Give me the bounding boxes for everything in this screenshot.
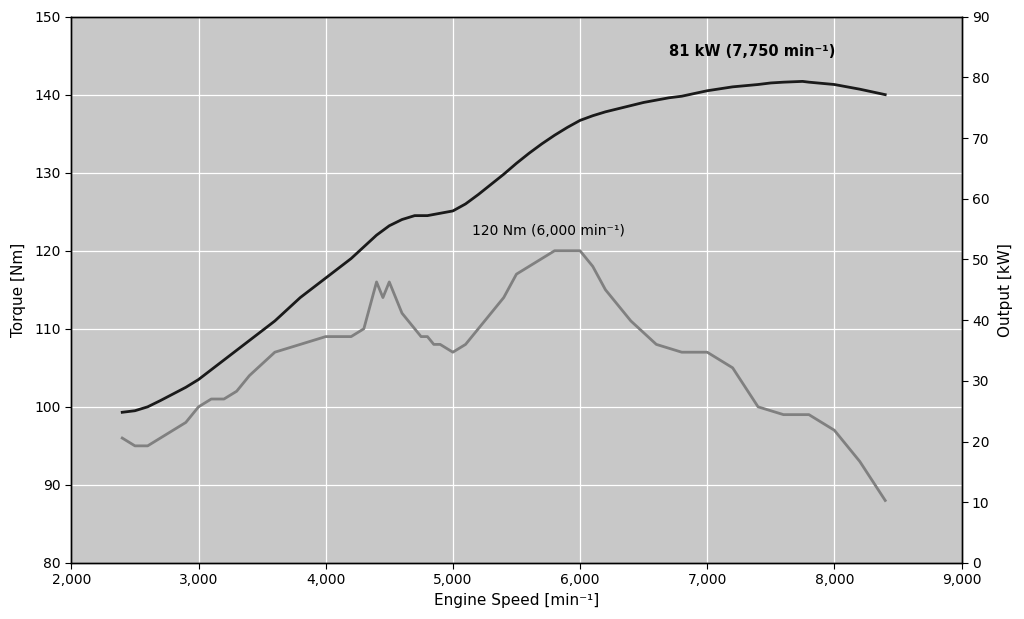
X-axis label: Engine Speed [min⁻¹]: Engine Speed [min⁻¹]	[434, 593, 599, 608]
Y-axis label: Torque [Nm]: Torque [Nm]	[11, 243, 26, 337]
Text: 120 Nm (6,000 min⁻¹): 120 Nm (6,000 min⁻¹)	[472, 224, 625, 238]
Y-axis label: Output [kW]: Output [kW]	[998, 243, 1013, 337]
Text: 81 kW (7,750 min⁻¹): 81 kW (7,750 min⁻¹)	[669, 43, 836, 59]
